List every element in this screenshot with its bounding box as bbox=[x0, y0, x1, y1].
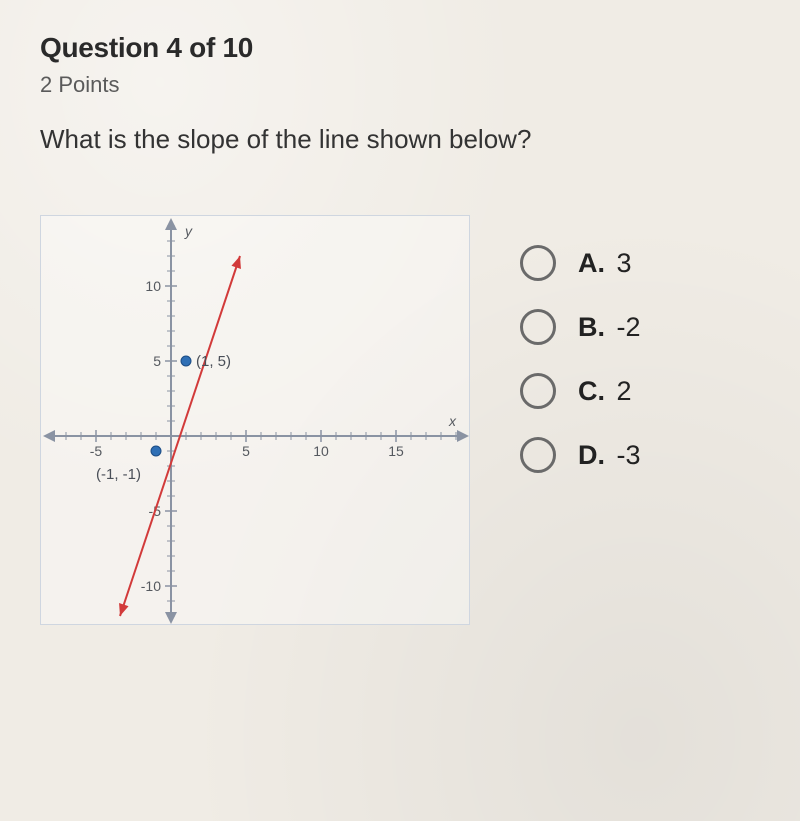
answer-letter: B. bbox=[578, 312, 605, 342]
answer-label: A. 3 bbox=[578, 248, 632, 279]
answer-letter: C. bbox=[578, 376, 605, 406]
graph-svg: -551015-10-5510yx(1, 5)(-1, -1) bbox=[41, 216, 471, 626]
answer-option-a[interactable]: A. 3 bbox=[520, 245, 760, 281]
answer-label: D. -3 bbox=[578, 440, 641, 471]
svg-text:10: 10 bbox=[313, 443, 329, 459]
answer-value: -3 bbox=[617, 440, 641, 470]
svg-text:10: 10 bbox=[145, 278, 161, 294]
answer-option-d[interactable]: D. -3 bbox=[520, 437, 760, 473]
svg-text:-5: -5 bbox=[90, 443, 103, 459]
radio-icon bbox=[520, 373, 556, 409]
radio-icon bbox=[520, 245, 556, 281]
answer-option-c[interactable]: C. 2 bbox=[520, 373, 760, 409]
svg-text:y: y bbox=[184, 223, 193, 239]
answer-value: 2 bbox=[617, 376, 632, 406]
svg-text:(-1, -1): (-1, -1) bbox=[96, 466, 141, 483]
svg-text:5: 5 bbox=[153, 353, 161, 369]
slope-graph: -551015-10-5510yx(1, 5)(-1, -1) bbox=[40, 215, 470, 625]
svg-text:x: x bbox=[448, 413, 457, 429]
question-number: Question 4 of 10 bbox=[40, 32, 760, 64]
question-points: 2 Points bbox=[40, 72, 760, 98]
answer-letter: A. bbox=[578, 248, 605, 278]
svg-text:5: 5 bbox=[242, 443, 250, 459]
radio-icon bbox=[520, 437, 556, 473]
answer-letter: D. bbox=[578, 440, 605, 470]
question-prompt: What is the slope of the line shown belo… bbox=[40, 124, 760, 155]
answer-option-b[interactable]: B. -2 bbox=[520, 309, 760, 345]
content-row: -551015-10-5510yx(1, 5)(-1, -1) A. 3 B. … bbox=[40, 215, 760, 625]
svg-text:15: 15 bbox=[388, 443, 404, 459]
answer-list: A. 3 B. -2 C. 2 D bbox=[520, 215, 760, 501]
answer-label: B. -2 bbox=[578, 312, 641, 343]
svg-text:-10: -10 bbox=[141, 578, 161, 594]
answer-value: -2 bbox=[617, 312, 641, 342]
radio-icon bbox=[520, 309, 556, 345]
question-page: Question 4 of 10 2 Points What is the sl… bbox=[0, 0, 800, 657]
svg-text:(1, 5): (1, 5) bbox=[196, 353, 231, 370]
answer-value: 3 bbox=[617, 248, 632, 278]
answer-label: C. 2 bbox=[578, 376, 632, 407]
